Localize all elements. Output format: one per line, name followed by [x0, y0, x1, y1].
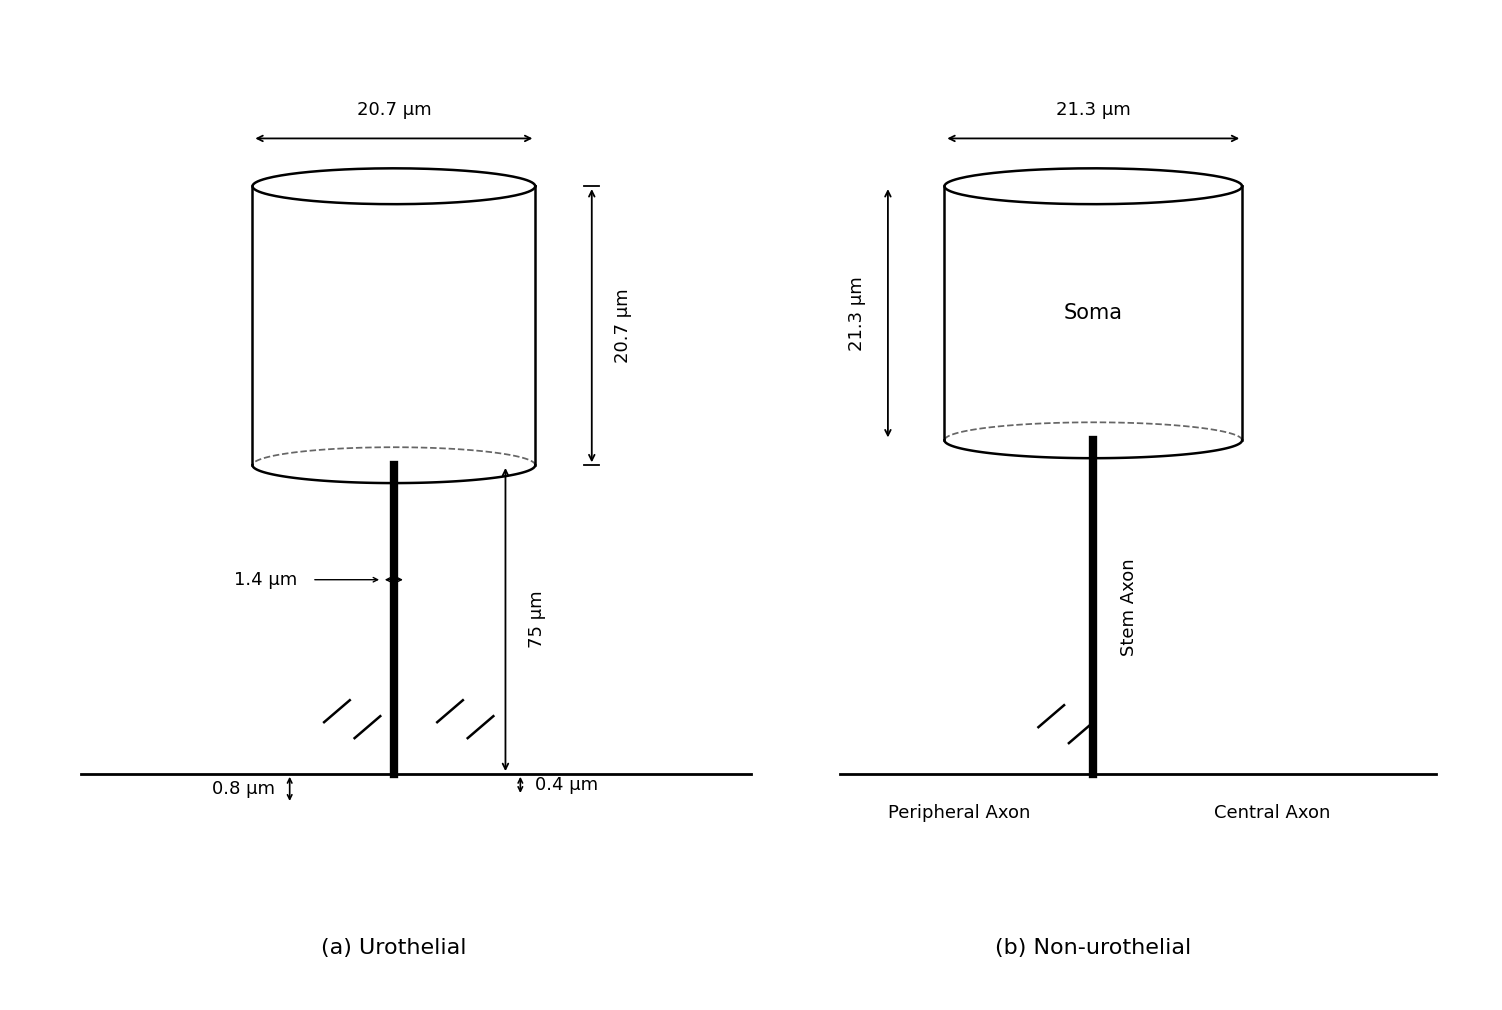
Text: 1.4 μm: 1.4 μm: [234, 571, 297, 589]
Text: Soma: Soma: [1063, 303, 1123, 323]
Text: 75 μm: 75 μm: [527, 591, 545, 648]
Text: (a) Urothelial: (a) Urothelial: [321, 938, 467, 958]
Text: (b) Non-urothelial: (b) Non-urothelial: [996, 938, 1191, 958]
Text: 0.8 μm: 0.8 μm: [212, 780, 275, 798]
Text: Stem Axon: Stem Axon: [1120, 559, 1139, 655]
Text: 20.7 μm: 20.7 μm: [614, 289, 632, 363]
Text: Peripheral Axon: Peripheral Axon: [888, 804, 1030, 822]
Text: 21.3 μm: 21.3 μm: [1056, 101, 1131, 118]
Text: Central Axon: Central Axon: [1214, 804, 1331, 822]
Text: 21.3 μm: 21.3 μm: [847, 276, 865, 350]
Text: 20.7 μm: 20.7 μm: [356, 101, 431, 118]
Bar: [945, 186, 1242, 440]
Bar: [252, 186, 535, 466]
Text: 0.4 μm: 0.4 μm: [535, 776, 598, 794]
